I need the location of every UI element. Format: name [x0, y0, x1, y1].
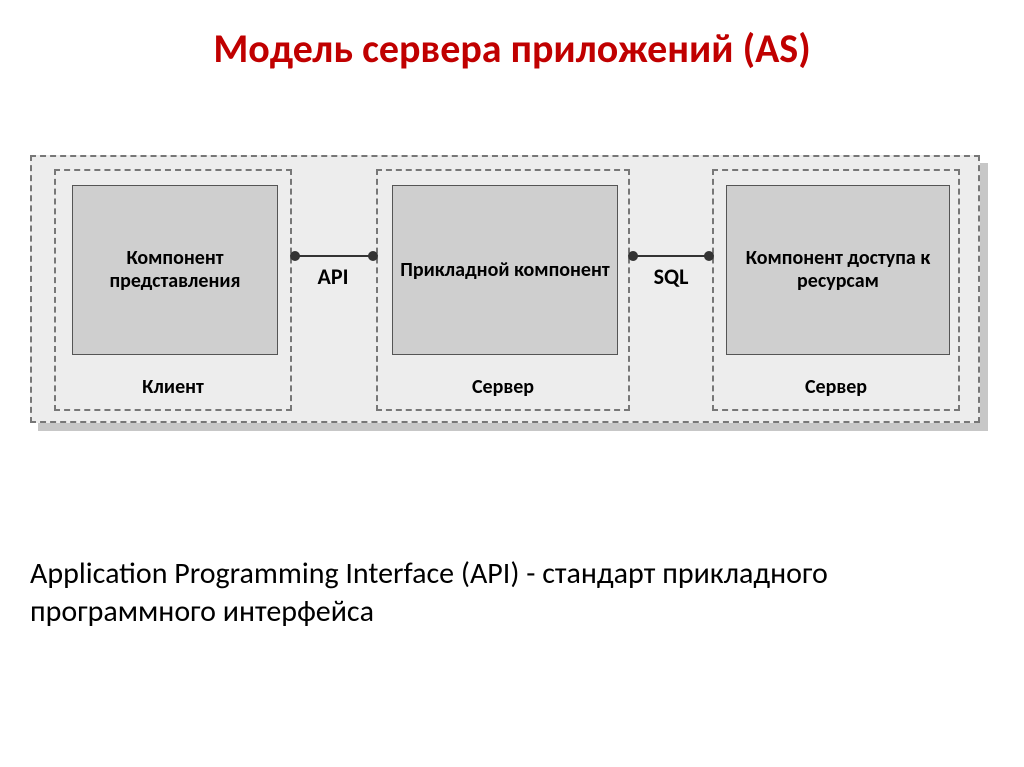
- slide: Модель сервера приложений (AS) Компонент…: [0, 0, 1024, 767]
- tier-box-client: Компонент представления: [72, 185, 278, 355]
- tier-label-db-server: Сервер: [714, 375, 958, 399]
- link-endpoint-right-sql: [704, 251, 714, 261]
- link-api: [292, 255, 376, 257]
- link-endpoint-right-api: [368, 251, 378, 261]
- tier-label-client: Клиент: [56, 375, 290, 399]
- caption-text: Application Programming Interface (API) …: [30, 555, 984, 630]
- tier-db-server: Компонент доступа к ресурсам Сервер: [712, 169, 960, 411]
- link-endpoint-left-api: [290, 251, 300, 261]
- page-title: Модель сервера приложений (AS): [0, 0, 1024, 83]
- link-sql: [630, 255, 712, 257]
- diagram: Компонент представления Клиент Прикладной …: [30, 155, 988, 431]
- tier-app-server: Прикладной компонент Сервер: [376, 169, 630, 411]
- tier-client: Компонент представления Клиент: [54, 169, 292, 411]
- tier-box-app-server: Прикладной компонент: [392, 185, 618, 355]
- diagram-panel: Компонент представления Клиент Прикладной …: [30, 155, 980, 423]
- tier-box-db-server: Компонент доступа к ресурсам: [726, 185, 950, 355]
- link-label-sql: SQL: [644, 263, 698, 290]
- link-endpoint-left-sql: [628, 251, 638, 261]
- link-line-sql: [630, 255, 712, 257]
- tier-label-app-server: Сервер: [378, 375, 628, 399]
- link-line-api: [292, 255, 376, 257]
- link-label-api: API: [306, 263, 360, 290]
